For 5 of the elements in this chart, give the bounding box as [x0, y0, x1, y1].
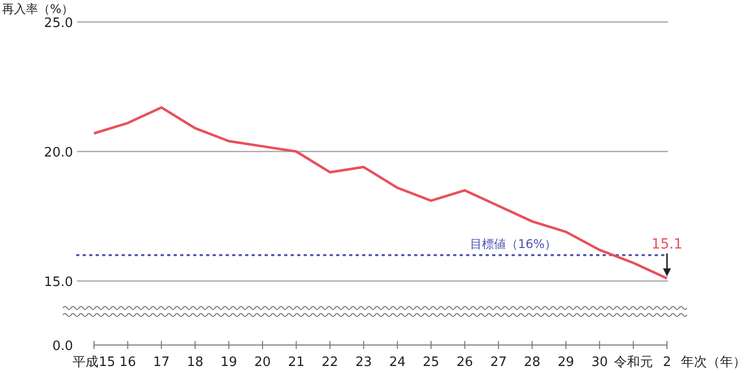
x-axis-title: 年次（年）: [681, 355, 746, 370]
annotation: 15.1: [651, 236, 683, 252]
ref-line-label: 目標値（16%）: [470, 237, 557, 252]
axis-break-origin: 0.0: [52, 339, 73, 354]
y-axis-title: 再入率（%）: [2, 2, 74, 16]
